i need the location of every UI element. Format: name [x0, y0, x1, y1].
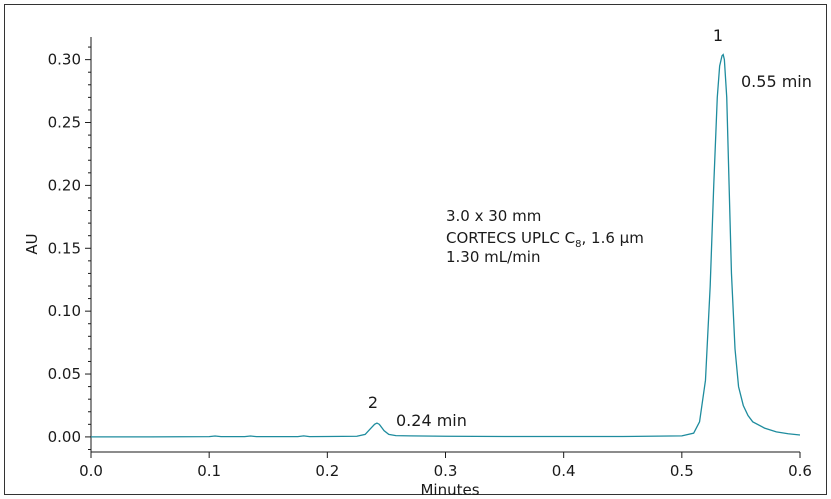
y-tick-label: 0.15 — [48, 239, 81, 257]
x-tick-label: 0.5 — [670, 462, 694, 480]
y-axis-minor-ticks — [88, 46, 91, 450]
y-axis-ticks: 0.00 0.05 0.10 0.15 0.20 0.25 0.30 — [48, 51, 91, 446]
column-type-rest: , 1.6 µm — [582, 229, 644, 247]
flow-rate-text: 1.30 mL/min — [446, 248, 540, 266]
x-tick-label: 0.2 — [315, 462, 339, 480]
column-type-text: CORTECS UPLC C8, 1.6 µm — [446, 229, 644, 250]
column-type-subscript: 8 — [575, 239, 581, 250]
y-tick-label: 0.25 — [48, 114, 81, 132]
y-tick-label: 0.20 — [48, 176, 81, 194]
x-tick-label: 0.1 — [197, 462, 221, 480]
x-tick-label: 0.3 — [434, 462, 458, 480]
y-tick-label: 0.10 — [48, 302, 81, 320]
peak-1-time: 0.55 min — [741, 72, 812, 91]
column-type-main: CORTECS UPLC C — [446, 229, 575, 247]
peak-2-time: 0.24 min — [396, 411, 467, 430]
peak-1-label: 1 — [713, 26, 723, 45]
x-axis-ticks: 0.0 0.1 0.2 0.3 0.4 0.5 0.6 — [79, 452, 812, 480]
y-tick-label: 0.30 — [48, 51, 81, 69]
y-tick-label: 0.05 — [48, 365, 81, 383]
x-tick-label: 0.0 — [79, 462, 103, 480]
x-axis-title: Minutes — [420, 481, 479, 499]
y-tick-label: 0.00 — [48, 428, 81, 446]
x-tick-label: 0.6 — [788, 462, 812, 480]
peak-2-label: 2 — [368, 393, 378, 412]
x-tick-label: 0.4 — [552, 462, 576, 480]
chart-frame — [4, 4, 827, 495]
column-dimension-text: 3.0 x 30 mm — [446, 207, 541, 225]
y-axis-title: AU — [23, 233, 41, 254]
chromatogram-line — [91, 53, 801, 438]
